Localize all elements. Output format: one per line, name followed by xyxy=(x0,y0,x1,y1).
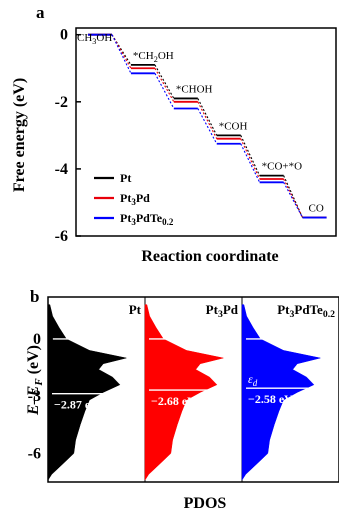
state-label-2-base: *CHOH xyxy=(176,83,213,95)
connector-Pt3PdTe0.2-3 xyxy=(240,143,261,183)
state-label-0-rest: OH xyxy=(96,32,112,44)
legend-label-Pt3Pd: Pt3Pd xyxy=(120,191,150,207)
panel-b-y-ticks: 0 -3 -6 xyxy=(28,331,53,462)
panel-b-y-label: E–EF (eV) xyxy=(25,345,45,416)
pdos-panel-Pt3Pd: −2.68 eV Pt3Pd xyxy=(144,297,239,482)
panel-a-state-labels: CH3OH*CH2OH*CHOH*COH*CO+*OCO xyxy=(77,32,324,215)
panel-a-y-tick-label: 0 xyxy=(60,27,68,44)
panel-b-y-tick-label: 0 xyxy=(33,331,41,348)
panel-a-y-tick-label: -2 xyxy=(55,94,68,111)
state-label-5-base: CO xyxy=(309,203,324,215)
state-label-1: *CH2OH xyxy=(133,50,174,64)
connector-Pt3PdTe0.2-1 xyxy=(154,73,175,109)
legend-label-Pt3Pd-rest: Pd xyxy=(136,191,150,205)
pdos-title-Pt3Pd-sub: 3 xyxy=(218,309,223,320)
connector-Pt3Pd-0 xyxy=(111,34,132,69)
state-label-0-base: CH xyxy=(77,32,92,44)
state-label-4-base: *CO+*O xyxy=(262,161,302,173)
panel-a-frame xyxy=(75,27,337,237)
state-label-2: *CHOH xyxy=(176,83,213,95)
state-label-0: CH3OH xyxy=(77,32,112,46)
legend-label-Pt: Pt xyxy=(120,171,131,185)
panel-b-x-label: PDOS xyxy=(184,495,227,512)
panel-a-y-ticks: 0 -2 -4 -6 xyxy=(55,27,81,245)
state-label-1-rest: OH xyxy=(158,50,174,62)
connector-Pt3PdTe0.2-4 xyxy=(283,182,304,218)
panel-b-label: b xyxy=(30,287,39,306)
panel-a-y-tick-label: -6 xyxy=(55,228,68,245)
d-band-center-label-base: ε xyxy=(248,372,253,386)
state-label-3: *COH xyxy=(219,120,248,132)
connector-Pt3Pd-2 xyxy=(197,101,218,139)
pdos-area-Pt xyxy=(47,304,127,481)
state-label-4: *CO+*O xyxy=(262,161,302,173)
connector-Pt3Pd-4 xyxy=(283,178,304,218)
legend-label-Pt3PdTe0.2-rest: PdTe xyxy=(136,211,163,225)
d-band-center-label: εd xyxy=(248,372,258,388)
connector-Pt-2 xyxy=(197,98,218,136)
series-Pt3PdTe0.2 xyxy=(88,33,327,219)
state-label-5: CO xyxy=(309,203,324,215)
d-band-center-value: −2.68 eV xyxy=(151,394,196,408)
panel-b-y-tick-label: -6 xyxy=(28,445,41,462)
legend-label-Pt3PdTe0.2-base: Pt xyxy=(120,211,131,225)
connector-Pt3Pd-3 xyxy=(240,138,261,180)
panel-a-y-label: Free energy (eV) xyxy=(11,78,28,192)
fermi-level-label-base: E xyxy=(290,336,299,350)
connector-Pt3PdTe0.2-0 xyxy=(111,34,132,74)
fermi-level-label-sub: F xyxy=(297,342,304,352)
pdos-title-Pt3Pd: Pt3Pd xyxy=(206,302,239,320)
panel-a-label: a xyxy=(36,3,45,22)
connector-Pt3PdTe0.2-2 xyxy=(197,108,218,145)
connector-Pt-3 xyxy=(240,135,261,176)
pdos-title-Pt3PdTe0.2-base: Pt xyxy=(277,302,290,317)
legend-label-Pt-base: Pt xyxy=(120,171,131,185)
legend-label-Pt3PdTe0.2-sub2: 0.2 xyxy=(162,217,174,227)
panel-a-x-label: Reaction coordinate xyxy=(141,248,278,265)
pdos-area-Pt3PdTe0.2 xyxy=(241,304,321,481)
d-band-center-label-sub: d xyxy=(253,378,258,388)
pdos-title-Pt3PdTe0.2-rest: PdTe xyxy=(294,302,323,317)
state-label-3-base: *COH xyxy=(219,120,248,132)
d-band-center-value: −2.58 eV xyxy=(248,392,293,406)
panel-b-frame xyxy=(47,296,339,483)
legend-label-Pt3Pd-base: Pt xyxy=(120,191,131,205)
state-label-0-sub: 3 xyxy=(92,37,96,46)
panel-b-y-tick-label: -3 xyxy=(28,388,41,405)
d-band-center-value: −2.87 eV xyxy=(54,398,99,412)
pdos-title-Pt3Pd-base: Pt xyxy=(206,302,219,317)
panel-a: a 0-2-4-6 CH3OH*CH2OH*CHOH*COH*CO+*OCO P… xyxy=(11,3,337,265)
pdos-title-Pt3PdTe0.2: Pt3PdTe0.2 xyxy=(277,302,335,320)
pdos-area-Pt3Pd xyxy=(144,304,224,481)
legend-label-Pt3Pd-sub: 3 xyxy=(131,197,136,207)
pdos-title-Pt: Pt xyxy=(129,302,142,317)
pdos-title-Pt3PdTe0.2-sub2: 0.2 xyxy=(323,309,335,320)
pdos-title-Pt3PdTe0.2-sub: 3 xyxy=(290,309,295,320)
connector-Pt-1 xyxy=(154,64,175,99)
pdos-title-Pt3Pd-rest: Pd xyxy=(223,302,239,317)
pdos-panel-Pt: −2.87 eV Pt xyxy=(47,302,142,481)
panel-a-series xyxy=(88,33,327,219)
fermi-level-label: EF xyxy=(290,336,304,352)
state-label-1-sub: 2 xyxy=(154,55,158,64)
legend-label-Pt3PdTe0.2-sub: 3 xyxy=(131,217,136,227)
pdos-title-Pt-base: Pt xyxy=(129,302,142,317)
legend-label-Pt3PdTe0.2: Pt3PdTe0.2 xyxy=(120,211,174,227)
state-label-1-base: *CH xyxy=(133,50,154,62)
panel-a-y-tick-label: -4 xyxy=(55,161,68,178)
connector-Pt3Pd-1 xyxy=(154,67,175,103)
